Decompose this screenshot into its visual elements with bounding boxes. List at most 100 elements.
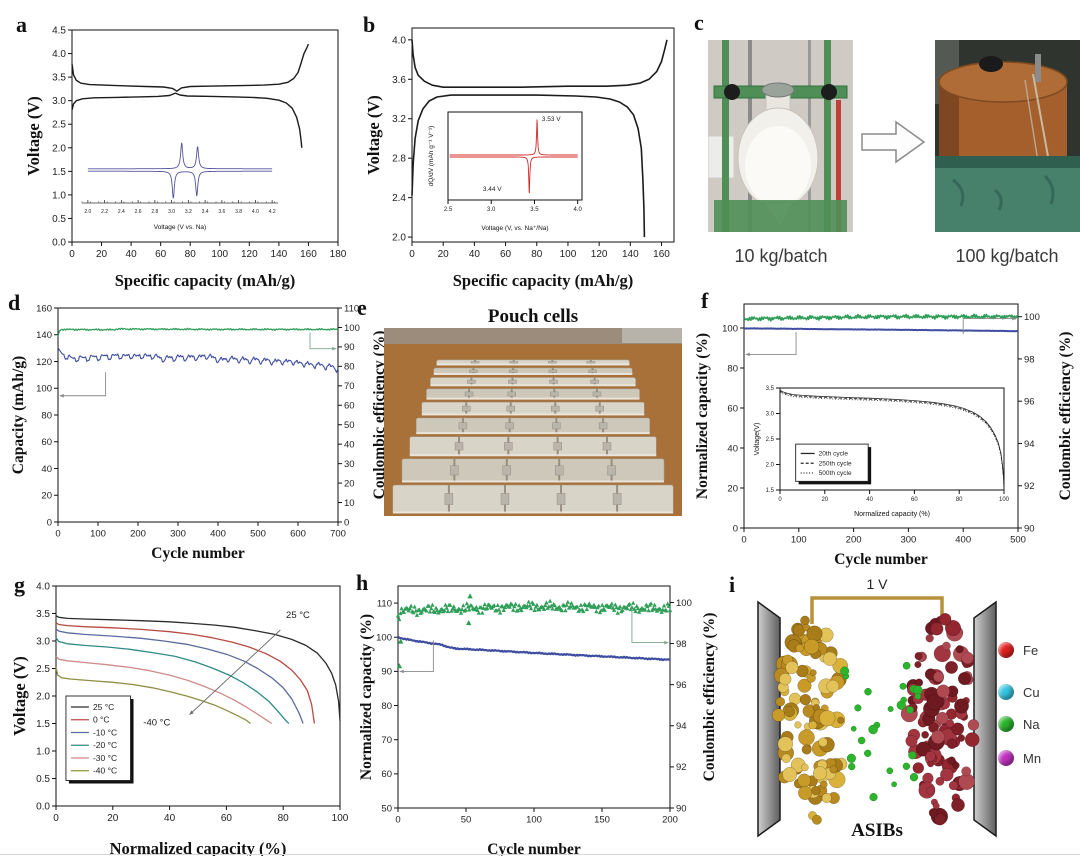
asib-schematic (757, 596, 997, 838)
svg-text:0 °C: 0 °C (93, 715, 110, 725)
svg-text:0: 0 (733, 523, 738, 534)
svg-text:3.0: 3.0 (52, 96, 66, 107)
svg-text:20: 20 (107, 813, 119, 824)
svg-text:20: 20 (344, 478, 355, 489)
svg-text:500: 500 (250, 529, 266, 540)
svg-text:2.0: 2.0 (36, 692, 50, 703)
svg-text:Normalized capacity (%): Normalized capacity (%) (358, 614, 375, 780)
svg-text:2.0: 2.0 (766, 463, 775, 469)
svg-text:20: 20 (41, 491, 52, 502)
svg-text:100: 100 (376, 633, 392, 644)
panel-letter-g: g (14, 572, 25, 597)
svg-text:80: 80 (185, 249, 197, 260)
svg-text:25 °C: 25 °C (286, 610, 310, 621)
svg-text:Voltage (V): Voltage (V) (26, 96, 43, 176)
svg-text:Voltage (V vs. Na): Voltage (V vs. Na) (154, 224, 206, 231)
svg-text:Voltage (V, vs. Na⁺/Na): Voltage (V, vs. Na⁺/Na) (481, 225, 548, 232)
mn-label: Mn (1023, 750, 1042, 766)
legend-item-na: Na (998, 716, 1040, 732)
chart-h-cycling: 0 50 100 150 2005060708090100110909294969810… (358, 585, 718, 856)
svg-text:0: 0 (741, 535, 746, 546)
svg-text:98: 98 (676, 639, 687, 650)
panel-letter-e: e (357, 295, 367, 320)
svg-text:2.0: 2.0 (84, 209, 91, 215)
legend-item-fe: Fe (998, 642, 1038, 658)
svg-text:60: 60 (727, 403, 738, 414)
svg-text:100: 100 (526, 815, 542, 826)
fe-dot-icon (998, 642, 1014, 658)
chart-a-inset-dqdv: 2.0 2.2 2.4 2.6 2.8 3.0 3.2 3.4 3.6 3.8 4.0 4.2 Volt… (81, 142, 278, 231)
panel-letter-i: i (729, 572, 736, 597)
svg-text:-40 °C: -40 °C (143, 718, 170, 729)
svg-text:Cycle number: Cycle number (151, 545, 245, 562)
chart-b-voltage-capacity: 0 20 40 60 80 100 120 140 160 2.0 2.4 2.8 3.2 3.6 4.0 S… (366, 27, 675, 290)
panel-letter-b: b (363, 12, 376, 37)
svg-text:40: 40 (164, 813, 176, 824)
svg-text:20: 20 (438, 249, 450, 260)
svg-text:1.5: 1.5 (52, 167, 66, 178)
svg-text:0: 0 (55, 529, 60, 540)
svg-text:40: 40 (126, 249, 138, 260)
svg-text:3.2: 3.2 (185, 209, 192, 215)
svg-text:4.2: 4.2 (269, 209, 276, 215)
svg-text:100: 100 (999, 497, 1010, 503)
svg-text:90: 90 (676, 803, 687, 814)
svg-text:110: 110 (377, 598, 392, 609)
svg-text:180: 180 (330, 249, 347, 260)
photo-plant-reactor (935, 40, 1080, 232)
svg-text:150: 150 (594, 815, 610, 826)
svg-text:4.0: 4.0 (574, 207, 583, 213)
svg-text:140: 140 (36, 330, 52, 341)
svg-text:4.5: 4.5 (52, 26, 66, 37)
svg-text:Specific capacity (mAh/g): Specific capacity (mAh/g) (453, 271, 634, 290)
svg-text:92: 92 (676, 762, 687, 773)
svg-text:3.6: 3.6 (392, 75, 406, 86)
svg-text:120: 120 (241, 249, 258, 260)
svg-text:60: 60 (155, 249, 167, 260)
svg-text:120: 120 (591, 249, 608, 260)
svg-text:100: 100 (1024, 312, 1040, 323)
legend-item-mn: Mn (998, 750, 1041, 766)
svg-text:500th cycle: 500th cycle (819, 470, 852, 477)
chart-f-inset-discharge: 0 20 40 60 80 100 1.5 2.0 2.5 3.0 3.5 Normalized ca… (754, 386, 1010, 518)
chart-g-temperature-curves: 0 20 40 60 80 100 0.0 0.5 1.0 1.5 2.0 2.5 3.0 3.5 4.0 N… (12, 582, 349, 856)
svg-text:2.0: 2.0 (52, 143, 66, 154)
panel-letter-h: h (356, 570, 369, 595)
svg-text:Normalized capacity (%): Normalized capacity (%) (694, 333, 711, 499)
panel-letter-d: d (8, 290, 21, 315)
svg-text:40: 40 (469, 249, 481, 260)
fe-label: Fe (1023, 642, 1039, 658)
svg-text:140: 140 (622, 249, 639, 260)
chart-a-voltage-capacity: 0 20 40 60 80 100 120 140 160 1800.00.51.01.52.02… (26, 26, 347, 291)
svg-text:50: 50 (381, 803, 392, 814)
svg-text:2.5: 2.5 (766, 437, 775, 443)
svg-text:-30 °C: -30 °C (93, 753, 117, 763)
svg-text:90: 90 (344, 342, 355, 353)
svg-text:110: 110 (344, 303, 359, 314)
svg-text:-20 °C: -20 °C (93, 740, 117, 750)
svg-text:100: 100 (90, 529, 106, 540)
svg-text:1.5: 1.5 (766, 488, 775, 494)
svg-text:20th cycle: 20th cycle (819, 451, 849, 458)
svg-text:Capacity (mAh/g): Capacity (mAh/g) (10, 356, 27, 474)
svg-text:0: 0 (69, 249, 75, 260)
svg-text:90: 90 (381, 667, 392, 678)
svg-text:3.0: 3.0 (168, 209, 175, 215)
svg-text:70: 70 (344, 381, 355, 392)
svg-text:50: 50 (461, 815, 472, 826)
svg-text:3.0: 3.0 (36, 637, 50, 648)
cu-label: Cu (1023, 684, 1040, 700)
svg-text:40: 40 (41, 464, 52, 475)
svg-text:3.53 V: 3.53 V (542, 116, 561, 123)
svg-text:0: 0 (344, 517, 349, 528)
svg-text:0.5: 0.5 (52, 214, 66, 225)
svg-text:Coulombic efficiency (%): Coulombic efficiency (%) (1057, 332, 1074, 501)
svg-text:96: 96 (676, 680, 687, 691)
bottom-divider (0, 854, 1080, 855)
svg-text:4.0: 4.0 (52, 49, 66, 60)
svg-text:100: 100 (560, 249, 577, 260)
svg-text:Normalized capacity (%): Normalized capacity (%) (854, 511, 930, 518)
svg-text:2.2: 2.2 (101, 209, 108, 215)
svg-text:3.8: 3.8 (235, 209, 242, 215)
svg-text:0.5: 0.5 (36, 774, 50, 785)
